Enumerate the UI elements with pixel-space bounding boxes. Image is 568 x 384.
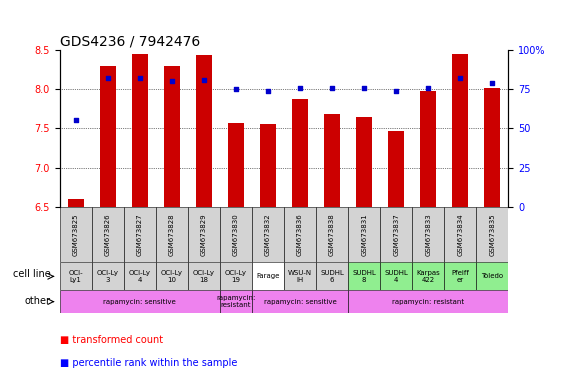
- Bar: [60, 262, 91, 290]
- Bar: [348, 262, 380, 290]
- Text: GSM673830: GSM673830: [233, 213, 239, 256]
- Text: GSM673834: GSM673834: [457, 213, 463, 256]
- Text: GSM673837: GSM673837: [393, 213, 399, 256]
- Text: GSM673835: GSM673835: [490, 213, 495, 256]
- Text: ■ percentile rank within the sample: ■ percentile rank within the sample: [60, 358, 237, 368]
- Text: SUDHL
6: SUDHL 6: [320, 270, 344, 283]
- Point: [424, 84, 433, 91]
- Bar: [284, 207, 316, 262]
- Point: [264, 88, 273, 94]
- Bar: [348, 290, 508, 313]
- Bar: [132, 54, 148, 207]
- Text: other: other: [24, 296, 51, 306]
- Bar: [196, 55, 212, 207]
- Point: [360, 84, 369, 91]
- Text: OCI-
Ly1: OCI- Ly1: [68, 270, 83, 283]
- Bar: [412, 207, 444, 262]
- Point: [456, 75, 465, 81]
- Bar: [444, 262, 477, 290]
- Text: SUDHL
4: SUDHL 4: [384, 270, 408, 283]
- Bar: [124, 262, 156, 290]
- Bar: [252, 262, 284, 290]
- Text: GSM673829: GSM673829: [201, 213, 207, 256]
- Bar: [452, 54, 468, 207]
- Text: GDS4236 / 7942476: GDS4236 / 7942476: [60, 35, 200, 49]
- Bar: [477, 262, 508, 290]
- Bar: [188, 262, 220, 290]
- Point: [199, 77, 208, 83]
- Bar: [477, 207, 508, 262]
- Text: WSU-N
IH: WSU-N IH: [288, 270, 312, 283]
- Bar: [60, 290, 220, 313]
- Text: Pfeiff
er: Pfeiff er: [452, 270, 469, 283]
- Bar: [284, 262, 316, 290]
- Bar: [164, 66, 180, 207]
- Bar: [156, 262, 188, 290]
- Point: [103, 75, 112, 81]
- Text: rapamycin: resistant: rapamycin: resistant: [392, 299, 464, 305]
- Bar: [260, 124, 276, 207]
- Bar: [420, 91, 436, 207]
- Text: OCI-Ly
3: OCI-Ly 3: [97, 270, 119, 283]
- Text: GSM673831: GSM673831: [361, 213, 367, 256]
- Bar: [252, 207, 284, 262]
- Text: GSM673825: GSM673825: [73, 214, 78, 256]
- Point: [295, 84, 304, 91]
- Text: rapamycin: sensitive: rapamycin: sensitive: [264, 299, 336, 305]
- Text: rapamycin:
resistant: rapamycin: resistant: [216, 295, 256, 308]
- Text: GSM673836: GSM673836: [297, 213, 303, 256]
- Bar: [324, 114, 340, 207]
- Text: OCI-Ly
10: OCI-Ly 10: [161, 270, 183, 283]
- Bar: [68, 199, 83, 207]
- Point: [392, 88, 401, 94]
- Text: Karpas
422: Karpas 422: [416, 270, 440, 283]
- Point: [167, 78, 176, 84]
- Bar: [220, 262, 252, 290]
- Text: rapamycin: sensitive: rapamycin: sensitive: [103, 299, 176, 305]
- Text: SUDHL
8: SUDHL 8: [352, 270, 376, 283]
- Bar: [380, 207, 412, 262]
- Text: GSM673833: GSM673833: [425, 213, 431, 256]
- Bar: [485, 88, 500, 207]
- Bar: [188, 207, 220, 262]
- Bar: [348, 207, 380, 262]
- Bar: [228, 123, 244, 207]
- Bar: [220, 207, 252, 262]
- Bar: [444, 207, 477, 262]
- Bar: [292, 99, 308, 207]
- Text: Toledo: Toledo: [481, 273, 503, 280]
- Bar: [388, 131, 404, 207]
- Text: OCI-Ly
19: OCI-Ly 19: [225, 270, 247, 283]
- Bar: [91, 207, 124, 262]
- Text: GSM673832: GSM673832: [265, 213, 271, 256]
- Bar: [91, 262, 124, 290]
- Bar: [60, 207, 91, 262]
- Bar: [316, 262, 348, 290]
- Bar: [380, 262, 412, 290]
- Bar: [252, 290, 348, 313]
- Text: GSM673838: GSM673838: [329, 213, 335, 256]
- Text: OCI-Ly
4: OCI-Ly 4: [129, 270, 151, 283]
- Point: [231, 86, 240, 92]
- Text: GSM673826: GSM673826: [105, 213, 111, 256]
- Point: [328, 84, 337, 91]
- Bar: [156, 207, 188, 262]
- Bar: [100, 66, 116, 207]
- Bar: [316, 207, 348, 262]
- Text: GSM673827: GSM673827: [137, 213, 143, 256]
- Text: OCI-Ly
18: OCI-Ly 18: [193, 270, 215, 283]
- Bar: [356, 117, 372, 207]
- Bar: [220, 290, 252, 313]
- Text: ■ transformed count: ■ transformed count: [60, 335, 163, 345]
- Text: GSM673828: GSM673828: [169, 213, 175, 256]
- Bar: [124, 207, 156, 262]
- Text: Farage: Farage: [256, 273, 279, 280]
- Point: [488, 80, 497, 86]
- Text: cell line: cell line: [13, 270, 51, 280]
- Bar: [412, 262, 444, 290]
- Point: [71, 118, 80, 124]
- Point: [135, 75, 144, 81]
